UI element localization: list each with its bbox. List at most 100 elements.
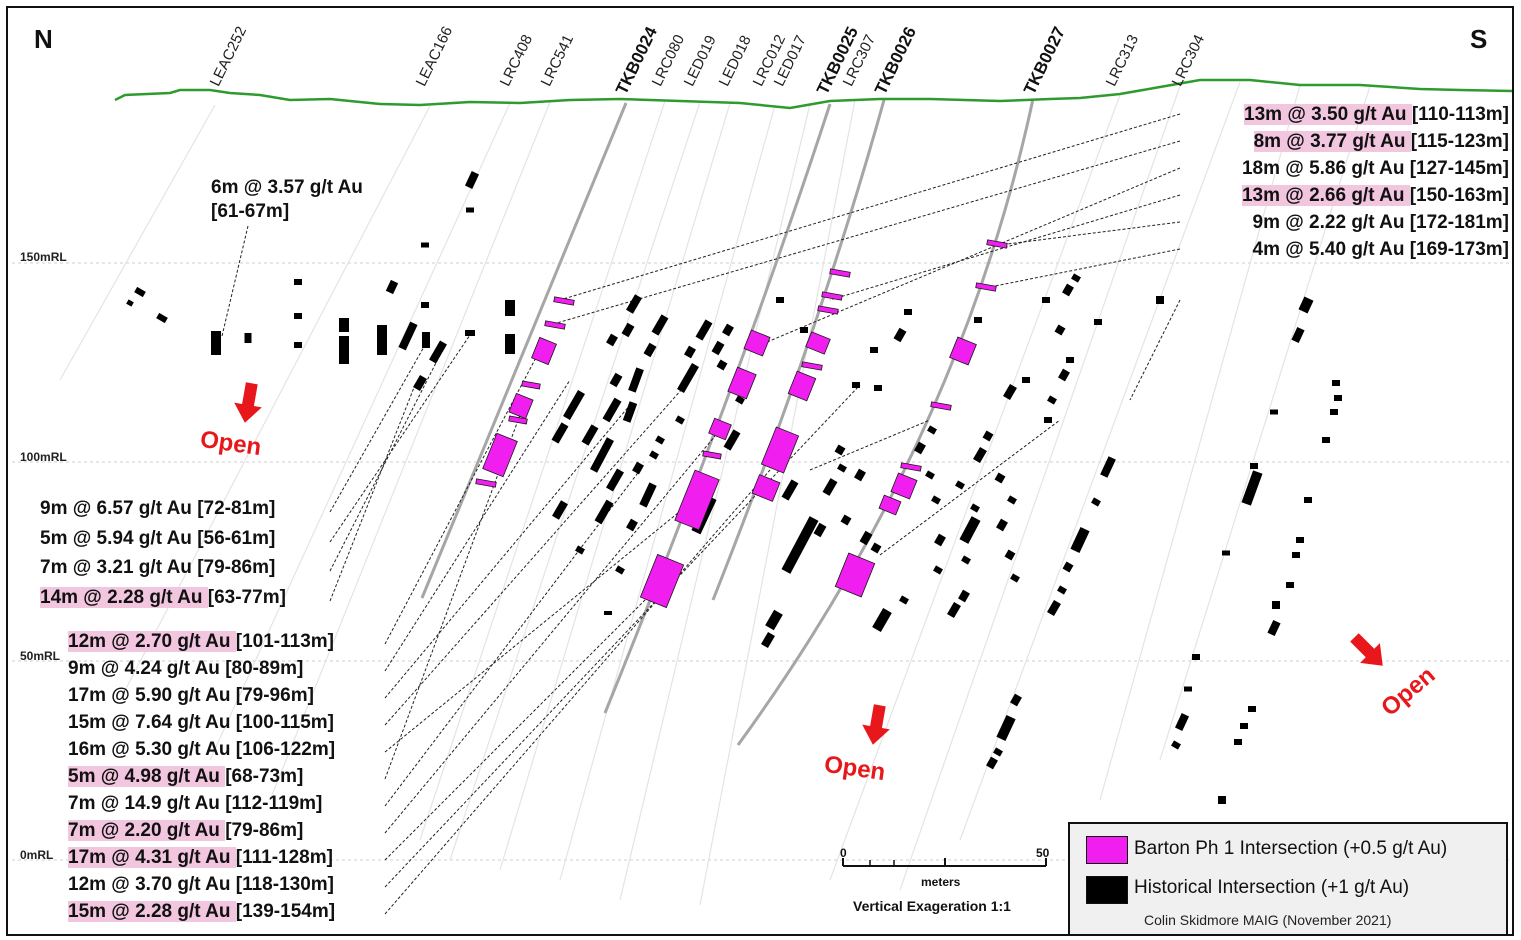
callout-grade: 5m @ 5.94 g/t Au: [40, 527, 198, 549]
historical-intersection: [1296, 537, 1304, 543]
callout-interval: [100-115m]: [235, 712, 334, 733]
historical-intersection: [677, 363, 699, 393]
rl-100: 100mRL: [20, 450, 67, 464]
open-arrow: [862, 704, 890, 745]
historical-intersection: [735, 395, 745, 405]
callout-interval: [169-173m]: [1409, 239, 1509, 260]
scale-min: 0: [840, 846, 847, 860]
barton-intersection: [829, 268, 851, 278]
callout-grade: 7m @ 14.9 g/t Au: [68, 793, 226, 814]
barton-intersection: [708, 417, 732, 441]
leader-line: [384, 579, 666, 861]
legend-historical-label: Historical Intersection (+1 g/t Au): [1134, 877, 1410, 898]
barton-intersection: [508, 415, 528, 425]
historical-intersection: [639, 482, 657, 508]
leader-line: [759, 167, 1181, 346]
callout-grade: 16m @ 5.30 g/t Au: [68, 739, 236, 760]
historical-intersection: [1054, 324, 1066, 336]
historical-intersection: [1171, 740, 1181, 750]
callout-grade: 14m @ 2.28 g/t Au: [40, 586, 208, 608]
historical-hole-trace: [899, 85, 1181, 891]
historical-intersection: [551, 422, 569, 444]
legend-barton-swatch: [1086, 836, 1128, 864]
historical-intersection: [594, 499, 614, 525]
historical-intersection: [632, 461, 644, 475]
historical-intersection: [1334, 395, 1342, 401]
historical-intersection: [1222, 550, 1230, 556]
leader-line: [559, 113, 1181, 301]
leader-line: [549, 140, 1181, 326]
callout-right-4: 13m @ 2.66 g/t Au [150-163m]: [1241, 184, 1509, 208]
barton-intersection: [817, 305, 839, 315]
historical-hole-trace: [419, 100, 666, 841]
callout-interval: [79-96m]: [235, 685, 314, 706]
historical-intersection: [675, 415, 685, 425]
historical-intersection: [294, 342, 302, 348]
callout-left-b-11: 15m @ 2.28 g/t Au [139-154m]: [68, 900, 335, 924]
historical-intersection: [1010, 573, 1020, 583]
historical-intersection: [716, 359, 728, 371]
historical-intersection: [377, 325, 387, 355]
historical-hole-trace: [59, 104, 216, 381]
callout-left-b-1: 12m @ 2.70 g/t Au [101-113m]: [68, 630, 334, 654]
callout-left-b-7: 7m @ 14.9 g/t Au [112-119m]: [68, 792, 322, 816]
historical-intersection: [776, 297, 784, 303]
figure-frame: [6, 6, 1514, 936]
rl-50: 50mRL: [20, 649, 61, 663]
historical-intersection: [893, 327, 907, 343]
historical-intersection: [465, 330, 475, 336]
barton-intersection: [900, 462, 922, 472]
historical-intersection: [339, 336, 349, 364]
callout-left-b-2: 9m @ 4.24 g/t Au [80-89m]: [68, 657, 303, 681]
historical-intersection: [1332, 380, 1340, 386]
callout-interval: [110-113m]: [1411, 104, 1509, 125]
historical-intersection: [925, 470, 935, 480]
historical-intersection: [695, 319, 713, 341]
historical-intersection: [1044, 417, 1052, 423]
callout-grade: 9m @ 4.24 g/t Au: [68, 658, 226, 679]
historical-intersection: [931, 495, 941, 505]
historical-intersection: [294, 313, 302, 319]
callout-interval: [106-122m]: [235, 739, 336, 760]
historical-hole-trace: [959, 81, 1241, 841]
historical-intersection: [1298, 296, 1314, 314]
historical-intersection: [1322, 437, 1330, 443]
historical-intersection: [781, 479, 799, 501]
callout-interval: [80-89m]: [225, 658, 304, 679]
callout-left-b-6: 5m @ 4.98 g/t Au [68-73m]: [68, 765, 303, 789]
callout-right-1: 13m @ 3.50 g/t Au [110-113m]: [1244, 103, 1509, 127]
historical-intersection: [684, 345, 696, 359]
barton-intersection: [639, 553, 685, 609]
barton-intersection: [986, 239, 1008, 249]
barton-intersection: [544, 320, 566, 330]
historical-intersection: [765, 609, 783, 631]
barton-intersection: [531, 336, 557, 366]
historical-intersection: [421, 302, 429, 308]
legend-barton-label: Barton Ph 1 Intersection (+0.5 g/t Au): [1134, 838, 1448, 859]
scale-max: 50: [1036, 846, 1050, 860]
historical-intersection: [970, 503, 980, 513]
historical-intersection: [1174, 713, 1190, 731]
barton-intersection: [805, 331, 831, 355]
historical-intersection: [870, 347, 878, 353]
leader-line: [384, 379, 691, 726]
rl-0: 0mRL: [20, 848, 54, 862]
historical-intersection: [643, 342, 657, 358]
historical-intersection: [604, 611, 612, 615]
historical-intersection: [1292, 552, 1300, 558]
tkb-hole-trace: [420, 102, 628, 599]
callout-left-b-4: 15m @ 7.64 g/t Au [100-115m]: [68, 711, 334, 735]
historical-intersection: [934, 533, 946, 547]
historical-intersection: [1240, 723, 1248, 729]
legend-historical-swatch: [1086, 876, 1128, 904]
callout-interval: [115-123m]: [1410, 131, 1509, 152]
callout-interval: [56-61m]: [197, 527, 276, 549]
barton-intersection: [553, 296, 575, 306]
historical-intersection: [606, 333, 618, 347]
historical-intersection: [722, 323, 734, 337]
open-arrow: [1350, 633, 1383, 666]
historical-intersection: [1270, 409, 1278, 415]
leader-line: [809, 419, 931, 471]
historical-intersection: [339, 318, 349, 332]
historical-intersection: [1250, 463, 1258, 469]
